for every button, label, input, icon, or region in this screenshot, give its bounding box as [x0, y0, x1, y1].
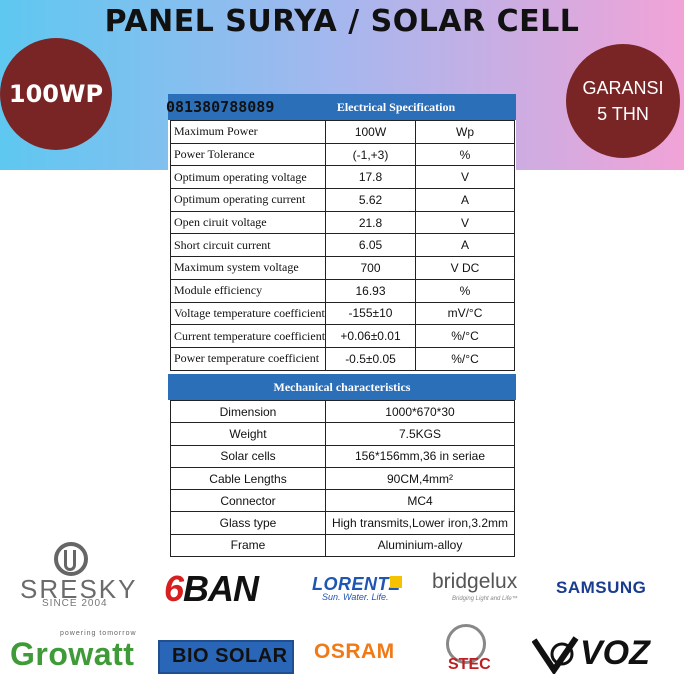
voz-logo-icon — [532, 636, 579, 674]
spec-value: 1000*670*30 — [325, 399, 515, 424]
spec-value: 6.05 — [325, 233, 416, 258]
spec-unit: V — [415, 165, 515, 190]
spec-sheet: 081380788089 Electrical Specification Ma… — [166, 94, 516, 558]
spec-unit: % — [415, 142, 515, 167]
spec-name: Open ciruit voltage — [170, 210, 326, 235]
spec-name: Frame — [170, 533, 326, 558]
electrical-spec-row: Maximum Power 100W Wp — [170, 120, 515, 144]
spec-unit: %/°C — [415, 346, 515, 371]
spec-name: Optimum operating voltage — [170, 165, 326, 190]
growatt-logo: Growatt — [10, 636, 135, 672]
wattage-badge: 100WP — [0, 38, 112, 150]
spec-unit: V DC — [415, 256, 515, 280]
spec-name: Solar cells — [170, 444, 326, 468]
spec-name: Power Tolerance — [170, 142, 326, 167]
spec-value: 5.62 — [325, 188, 416, 212]
mechanical-spec-row: Frame Aluminium-alloy — [170, 533, 515, 558]
mechanical-spec-row: Glass type High transmits,Lower iron,3.2m… — [170, 511, 515, 535]
spec-value: (-1,+3) — [325, 142, 416, 167]
spec-value: Aluminium-alloy — [325, 533, 515, 558]
electrical-spec-row: Maximum system voltage 700 V DC — [170, 256, 515, 280]
spec-unit: mV/°C — [415, 301, 515, 326]
biosolar-logo: BIO SOLAR — [172, 645, 288, 667]
6ban-logo-text: BAN — [183, 568, 259, 609]
6ban-logo: 6BAN — [164, 568, 259, 610]
mechanical-spec-row: Cable Lengths 90CM,4mm² — [170, 466, 515, 491]
spec-value: 16.93 — [325, 278, 416, 303]
spec-name: Short circuit current — [170, 233, 326, 258]
6ban-logo-digit: 6 — [164, 568, 184, 609]
spec-name: Maximum system voltage — [170, 256, 326, 280]
spec-unit: A — [415, 233, 515, 258]
spec-value: 100W — [325, 120, 416, 144]
growatt-tagline: powering tomorrow — [60, 630, 137, 637]
mechanical-spec-row: Weight 7.5KGS — [170, 422, 515, 446]
spec-name: Cable Lengths — [170, 466, 326, 491]
spec-value: High transmits,Lower iron,3.2mm — [325, 511, 515, 535]
spec-value: 21.8 — [325, 210, 416, 235]
stec-logo: STEC — [448, 656, 491, 673]
osram-logo: OSRAM — [314, 640, 395, 663]
samsung-logo: SAMSUNG — [556, 578, 647, 597]
spec-name: Dimension — [170, 399, 326, 424]
mechanical-spec-row: Connector MC4 — [170, 489, 515, 513]
mechanical-spec-heading: Mechanical characteristics — [168, 374, 516, 400]
spec-value: 156*156mm,36 in seriae — [325, 444, 515, 468]
lorentz-tagline: Sun. Water. Life. — [322, 592, 389, 602]
spec-name: Maximum Power — [170, 120, 326, 144]
spec-value: 17.8 — [325, 165, 416, 190]
lorentz-logo: LORENTZ — [312, 574, 401, 594]
mechanical-spec-row: Solar cells 156*156mm,36 in seriae — [170, 444, 515, 468]
warranty-badge-line1: GARANSI — [582, 78, 664, 98]
electrical-spec-row: Power Tolerance (-1,+3)% — [170, 142, 515, 167]
spec-value: +0.06±0.01 — [325, 324, 416, 348]
biosolar-logo-background — [158, 640, 294, 674]
electrical-spec-table: Maximum Power 100W Wp Power Tolerance (-1,+3… — [170, 120, 515, 371]
spec-unit: Wp — [415, 120, 515, 144]
spec-value: MC4 — [325, 489, 515, 513]
electrical-spec-row: Open ciruit voltage 21.8 V — [170, 210, 515, 235]
stec-logo-icon — [446, 624, 486, 664]
phone-number: 081380788089 — [166, 98, 275, 116]
mechanical-spec-row: Dimension 1000*670*30 — [170, 399, 515, 424]
bridgelux-tagline: Bridging Light and Life™ — [452, 596, 518, 602]
electrical-spec-row: Current temperature coefficient +0.06±0.0… — [170, 324, 515, 348]
electrical-spec-row: Optimum operating voltage 17.8 V — [170, 165, 515, 190]
spec-name: Voltage temperature coefficient — [170, 301, 326, 326]
spec-value: 7.5KGS — [325, 422, 515, 446]
electrical-spec-row: Short circuit current 6.05 A — [170, 233, 515, 258]
spec-name: Connector — [170, 489, 326, 513]
spec-value: -0.5±0.05 — [325, 346, 416, 371]
spec-name: Current temperature coefficient — [170, 324, 326, 348]
electrical-spec-row: Power temperature coefficient -0.5±0.05 %/… — [170, 346, 515, 371]
spec-unit: % — [415, 278, 515, 303]
spec-value: 90CM,4mm² — [325, 466, 515, 491]
spec-value: 700 — [325, 256, 416, 280]
spec-unit: A — [415, 188, 515, 212]
voz-logo: VOZ — [580, 634, 650, 672]
electrical-spec-heading: Electrical Specification — [168, 94, 516, 120]
sresky-tagline: SINCE 2004 — [42, 598, 108, 609]
spec-unit: V — [415, 210, 515, 235]
electrical-spec-row: Optimum operating current 5.62 A — [170, 188, 515, 212]
bridgelux-logo: bridgelux — [432, 570, 518, 593]
electrical-spec-row: Module efficiency 16.93% — [170, 278, 515, 303]
page-title: PANEL SURYA / SOLAR CELL — [104, 4, 580, 39]
lorentz-logo-icon — [390, 576, 402, 588]
spec-name: Module efficiency — [170, 278, 326, 303]
warranty-badge-line2: 5 THN — [597, 104, 649, 124]
spec-name: Glass type — [170, 511, 326, 535]
spec-value: -155±10 — [325, 301, 416, 326]
spec-name: Weight — [170, 422, 326, 446]
electrical-spec-row: Voltage temperature coefficient -155±10 mV… — [170, 301, 515, 326]
warranty-badge: GARANSI 5 THN — [566, 44, 680, 158]
mechanical-spec-table: Dimension 1000*670*30 Weight 7.5KGS Solar ce… — [170, 399, 515, 558]
sresky-logo: SRESKY — [20, 574, 138, 604]
sresky-logo-icon — [54, 542, 88, 576]
spec-name: Power temperature coefficient — [170, 346, 326, 371]
spec-unit: %/°C — [415, 324, 515, 348]
spec-name: Optimum operating current — [170, 188, 326, 212]
wattage-badge-label: 100WP — [8, 80, 104, 108]
